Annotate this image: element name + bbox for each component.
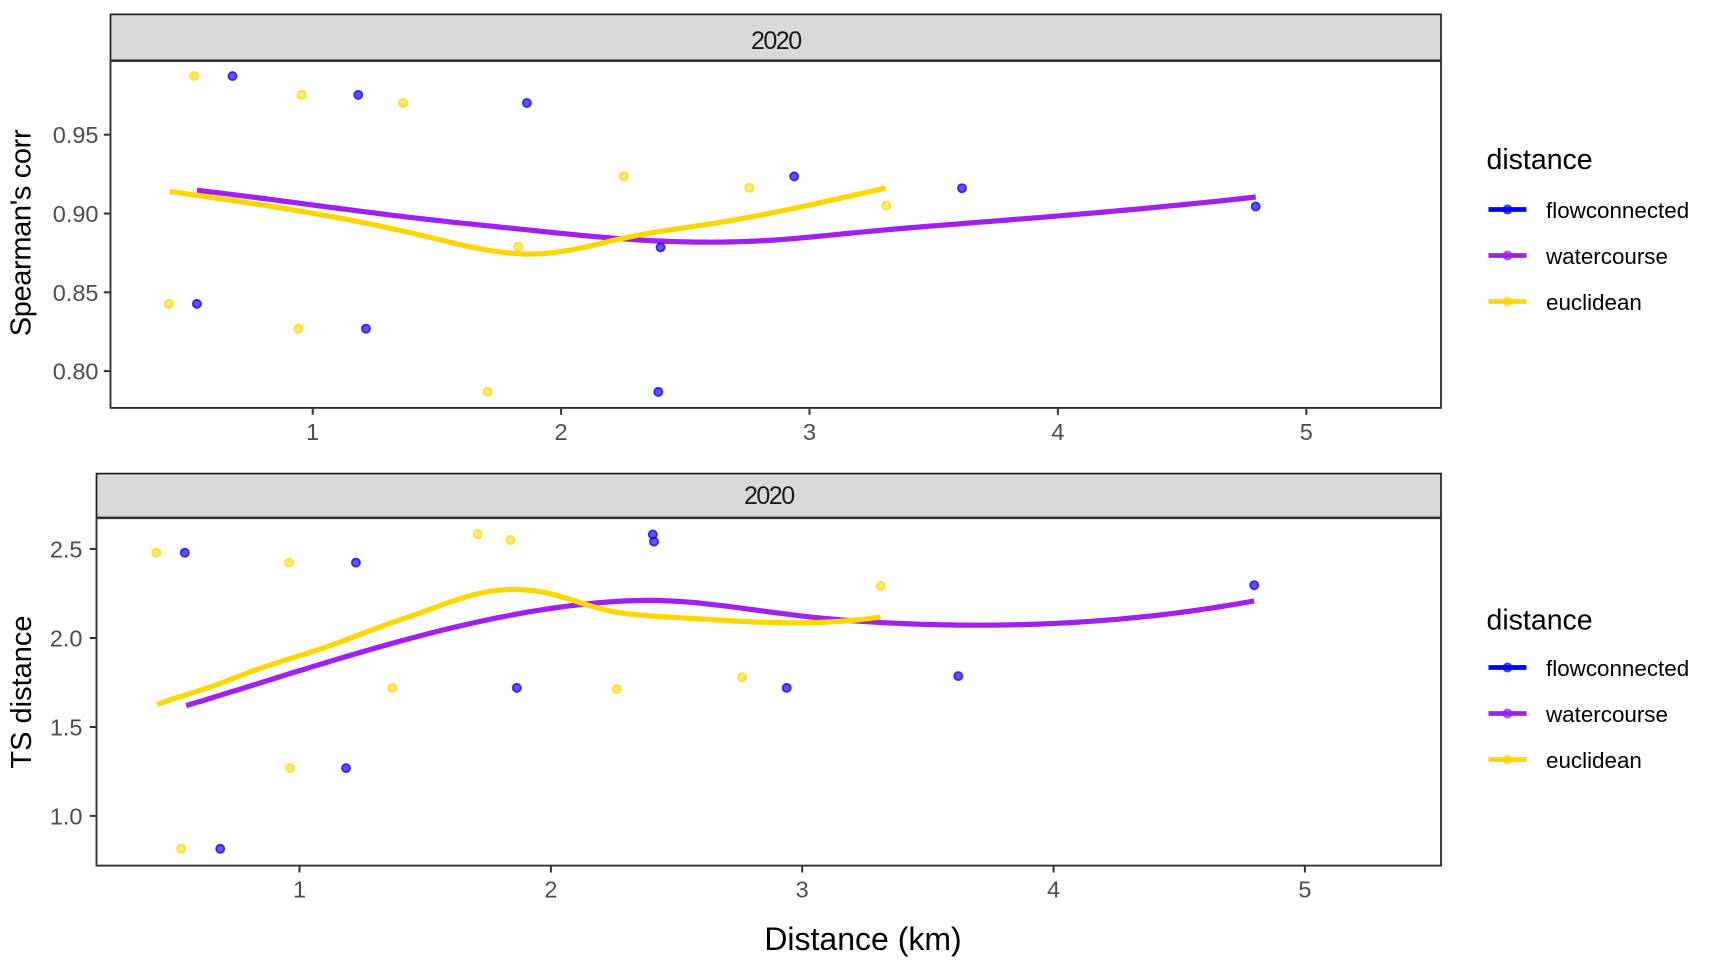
svg-text:3: 3 xyxy=(803,419,816,445)
svg-text:5: 5 xyxy=(1300,419,1313,445)
svg-text:watercourse: watercourse xyxy=(1545,702,1668,727)
svg-text:1: 1 xyxy=(293,877,306,903)
svg-text:0.90: 0.90 xyxy=(53,201,99,227)
svg-text:distance: distance xyxy=(1487,604,1593,636)
svg-text:0.95: 0.95 xyxy=(53,122,99,148)
svg-text:TS distance: TS distance xyxy=(6,615,38,768)
svg-text:1.0: 1.0 xyxy=(50,803,83,829)
svg-text:euclidean: euclidean xyxy=(1546,748,1642,773)
svg-text:Distance (km): Distance (km) xyxy=(764,921,961,957)
svg-text:2: 2 xyxy=(555,419,568,445)
svg-text:2.5: 2.5 xyxy=(50,537,83,563)
svg-text:4: 4 xyxy=(1051,419,1064,445)
svg-text:flowconnected: flowconnected xyxy=(1546,656,1689,681)
svg-text:1: 1 xyxy=(306,419,319,445)
svg-text:2.0: 2.0 xyxy=(50,626,83,652)
svg-text:euclidean: euclidean xyxy=(1546,290,1642,315)
svg-text:0.80: 0.80 xyxy=(53,359,99,385)
svg-text:3: 3 xyxy=(796,877,809,903)
svg-text:2: 2 xyxy=(544,877,557,903)
svg-text:Spearman's corr: Spearman's corr xyxy=(6,129,38,336)
svg-text:watercourse: watercourse xyxy=(1545,244,1668,269)
svg-text:1.5: 1.5 xyxy=(50,715,83,741)
svg-text:distance: distance xyxy=(1487,144,1593,176)
svg-text:flowconnected: flowconnected xyxy=(1546,198,1689,223)
svg-text:0.85: 0.85 xyxy=(53,280,99,306)
svg-text:2020: 2020 xyxy=(751,27,801,55)
svg-text:2020: 2020 xyxy=(744,482,794,510)
svg-text:4: 4 xyxy=(1047,877,1060,903)
svg-text:5: 5 xyxy=(1298,877,1311,903)
